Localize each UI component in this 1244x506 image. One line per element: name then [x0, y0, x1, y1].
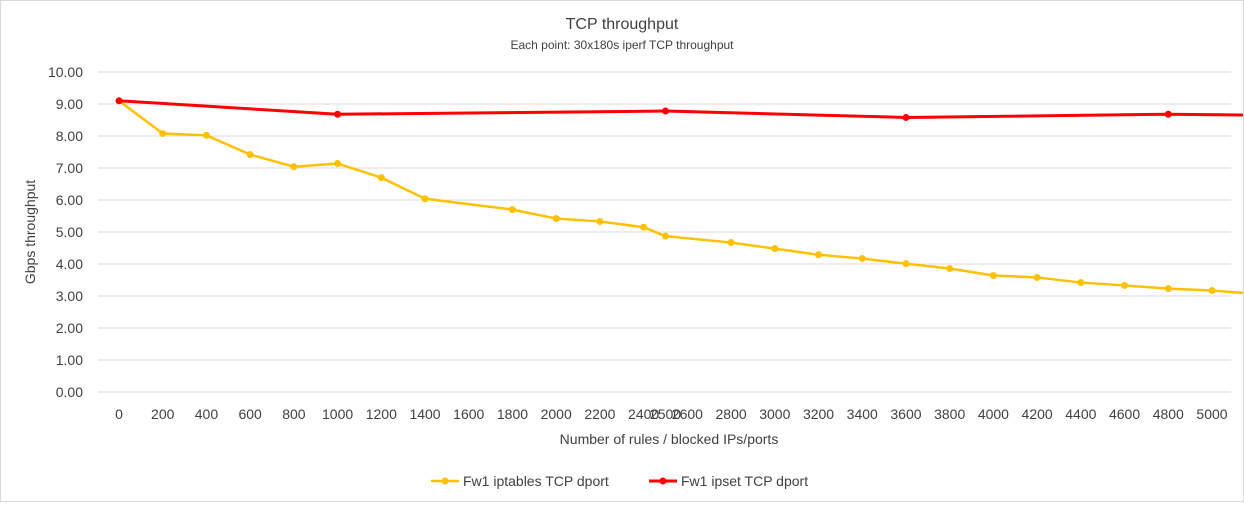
- x-tick-label: 400: [195, 406, 219, 422]
- x-tick-label: 2400: [628, 406, 659, 422]
- y-tick-label: 5.00: [56, 224, 83, 240]
- data-point: [1121, 281, 1129, 289]
- data-point: [421, 195, 429, 203]
- x-tick-label: 1800: [497, 406, 528, 422]
- data-point: [902, 113, 910, 121]
- data-point: [334, 160, 342, 168]
- y-tick-label: 9.00: [56, 96, 83, 112]
- data-point: [377, 174, 385, 182]
- legend-item: Fw1 ipset TCP dport: [649, 473, 808, 489]
- x-tick-label: 3200: [803, 406, 834, 422]
- data-point: [115, 97, 123, 105]
- y-tick-label: 8.00: [56, 128, 83, 144]
- data-point: [202, 131, 210, 139]
- series-line: [118, 99, 1244, 295]
- x-tick-label: 4800: [1153, 406, 1184, 422]
- data-point: [290, 163, 298, 171]
- x-tick-label: 1600: [453, 406, 484, 422]
- x-tick-label: 2600: [672, 406, 703, 422]
- data-point: [858, 255, 866, 263]
- y-tick-label: 6.00: [56, 192, 83, 208]
- y-axis-label: Gbps throughput: [22, 180, 38, 284]
- data-point: [334, 110, 342, 118]
- x-tick-label: 800: [282, 406, 306, 422]
- data-point: [662, 232, 669, 240]
- x-tick-label: 2200: [584, 406, 615, 422]
- data-point: [246, 151, 254, 159]
- chart-title: TCP throughput: [566, 16, 679, 33]
- chart-subtitle: Each point: 30x180s iperf TCP throughput: [510, 38, 734, 52]
- data-point: [771, 245, 779, 253]
- data-point: [552, 215, 560, 223]
- x-tick-label: 1000: [322, 406, 353, 422]
- x-tick-label: 3800: [934, 406, 965, 422]
- data-point: [946, 264, 954, 272]
- y-tick-labels: 0.00 1.00 2.00 3.00 4.00 5.00 6.00 7.00 8.00 9.00…: [48, 64, 83, 400]
- data-point: [1033, 273, 1041, 281]
- x-tick-label: 3000: [759, 406, 790, 422]
- x-tick-label: 1200: [366, 406, 397, 422]
- data-point: [1208, 287, 1216, 295]
- x-tick-label: 4400: [1065, 406, 1096, 422]
- x-tick-label: 3400: [847, 406, 878, 422]
- data-point: [508, 206, 516, 214]
- y-tick-label: 4.00: [56, 256, 83, 272]
- y-tick-label: 2.00: [56, 320, 83, 336]
- x-tick-label: 5000: [1196, 406, 1227, 422]
- x-tick-label: 4600: [1109, 406, 1140, 422]
- legend-label: Fw1 ipset TCP dport: [681, 473, 808, 489]
- x-axis-label: Number of rules / blocked IPs/ports: [560, 431, 779, 447]
- gridlines: [98, 71, 1231, 393]
- data-point: [727, 239, 735, 247]
- y-tick-label: 0.00: [56, 384, 83, 400]
- x-tick-label: 4200: [1022, 406, 1053, 422]
- x-tick-label: 600: [238, 406, 262, 422]
- data-point: [159, 129, 167, 137]
- data-point: [1164, 110, 1172, 118]
- x-tick-label: 2800: [716, 406, 747, 422]
- y-tick-label: 7.00: [56, 160, 83, 176]
- x-tick-label: 2500: [650, 406, 681, 422]
- y-tick-label: 10.00: [48, 64, 83, 80]
- x-tick-label: 4000: [978, 406, 1009, 422]
- legend-label: Fw1 iptables TCP dport: [463, 473, 609, 489]
- data-point: [596, 217, 604, 225]
- data-point: [815, 251, 823, 259]
- legend: Fw1 iptables TCP dport Fw1 ipset TCP dpor…: [431, 473, 808, 489]
- legend-marker: [441, 477, 449, 485]
- series-2: [115, 97, 1244, 121]
- x-tick-label: 3600: [890, 406, 921, 422]
- legend-item: Fw1 iptables TCP dport: [431, 473, 609, 489]
- x-tick-label: 1400: [409, 406, 440, 422]
- y-tick-label: 3.00: [56, 288, 83, 304]
- x-tick-label: 0: [115, 406, 123, 422]
- data-point: [640, 223, 648, 231]
- y-tick-label: 1.00: [56, 352, 83, 368]
- data-point: [1164, 285, 1172, 293]
- x-tick-labels: 0 200 400 600 800 1000 1200 1400 1600 1800 2000 220…: [115, 406, 1228, 422]
- data-point: [662, 107, 669, 115]
- series-1: [115, 97, 1244, 295]
- data-point: [989, 272, 997, 280]
- x-tick-label: 2000: [541, 406, 572, 422]
- legend-marker: [659, 477, 667, 485]
- series-line: [118, 99, 1244, 119]
- x-tick-label: 200: [151, 406, 175, 422]
- data-point: [1077, 279, 1085, 287]
- series-lines: [115, 97, 1244, 295]
- data-point: [902, 260, 910, 268]
